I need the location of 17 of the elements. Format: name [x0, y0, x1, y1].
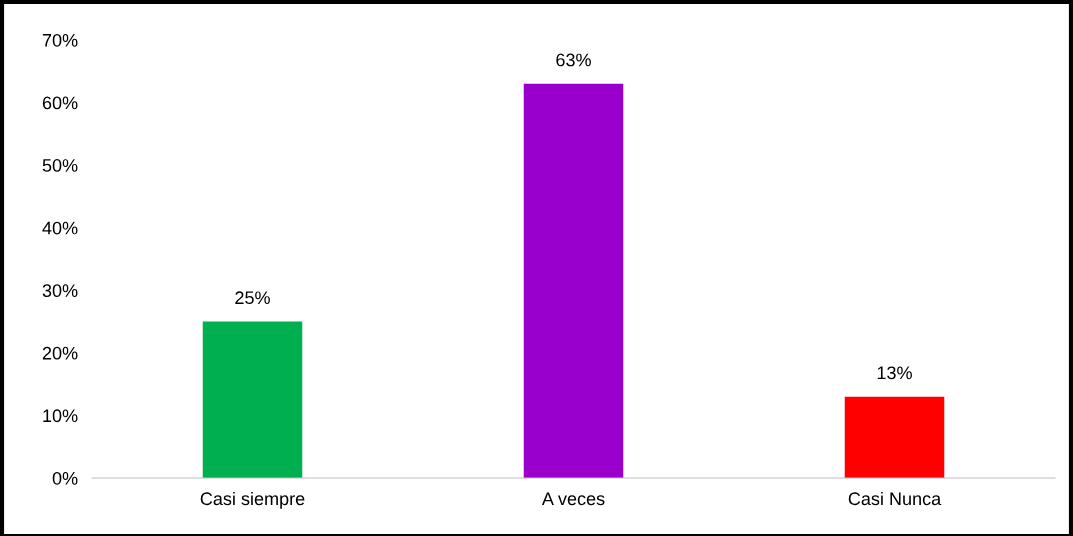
- y-tick-label: 30%: [42, 284, 78, 298]
- bar: [523, 83, 624, 478]
- bar: [844, 396, 945, 478]
- data-label: 25%: [235, 291, 270, 305]
- y-tick-label: 40%: [42, 221, 78, 235]
- data-label: 13%: [877, 366, 912, 380]
- y-tick-label: 10%: [43, 409, 78, 423]
- y-tick-label: 20%: [42, 346, 78, 360]
- x-tick-label: Casi Nunca: [848, 491, 942, 506]
- x-tick-label: A veces: [541, 492, 605, 506]
- y-tick-label: 60%: [42, 96, 78, 110]
- y-tick-label: 50%: [42, 159, 78, 172]
- y-tick-label: 0%: [52, 471, 78, 485]
- x-tick-label: Casi siempre: [200, 491, 305, 509]
- data-label: 63%: [556, 53, 591, 67]
- bar: [202, 321, 303, 478]
- y-tick-label: 70%: [42, 33, 78, 47]
